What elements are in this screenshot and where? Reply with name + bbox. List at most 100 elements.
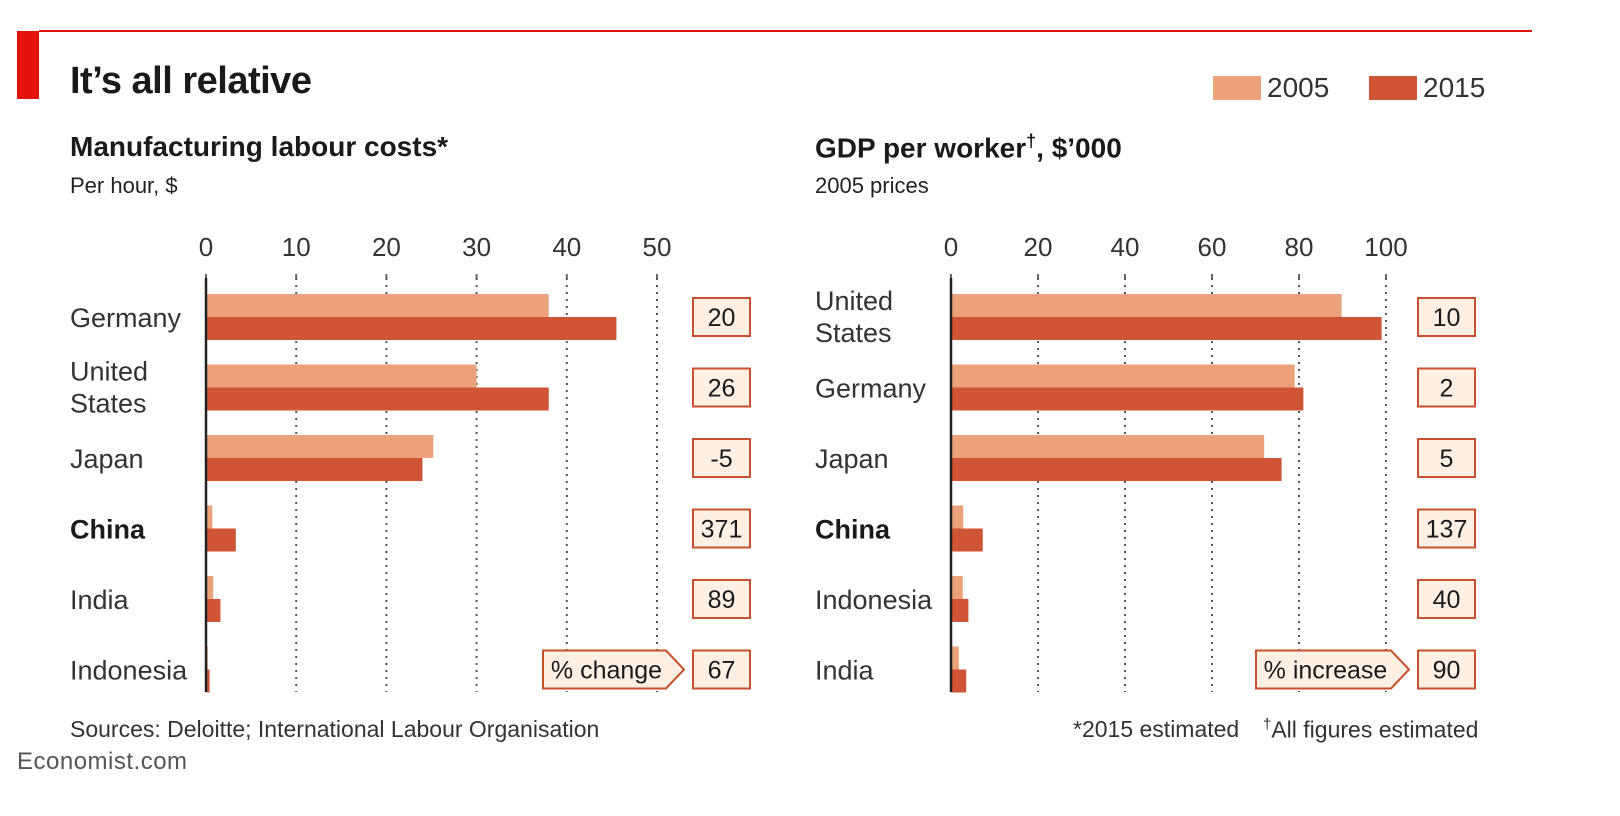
legend-label-2005: 2005: [1267, 72, 1330, 103]
bar-2005: [951, 364, 1295, 388]
x-tick-label: 40: [1111, 232, 1140, 262]
economist-brand: Economist.com: [17, 748, 188, 775]
change-box: [692, 297, 751, 337]
x-tick-label: 80: [1285, 232, 1314, 262]
legend-item-2005: 2005: [1213, 70, 1329, 106]
change-callout-label: % change: [551, 657, 662, 685]
bar-2015: [951, 387, 1304, 411]
bar-2005: [206, 435, 434, 458]
change-box: [692, 367, 751, 408]
change-value: 371: [701, 516, 743, 544]
change-value: 5: [1440, 445, 1454, 473]
category-label: India: [815, 656, 875, 686]
category-label: Germany: [815, 374, 927, 404]
change-value: 20: [708, 304, 736, 332]
change-value: 137: [1426, 516, 1468, 544]
legend-swatch-2015: [1369, 76, 1417, 100]
bar-2015: [951, 528, 983, 552]
change-value: 26: [708, 375, 736, 403]
bar-2005: [206, 505, 213, 529]
change-value: 40: [1433, 586, 1461, 614]
bar-2005: [206, 294, 549, 317]
x-tick-label: 20: [372, 232, 401, 262]
change-box: [1417, 649, 1476, 690]
bar-2005: [206, 364, 477, 388]
bar-2015: [206, 599, 221, 622]
right-panel-title-suffix: , $’000: [1036, 132, 1122, 164]
change-callout: [542, 649, 686, 690]
chart-title: It’s all relative: [70, 60, 312, 102]
x-tick-label: 100: [1364, 232, 1407, 262]
bar-2005: [951, 646, 959, 670]
category-label: India: [70, 585, 130, 615]
category-label: States: [815, 318, 892, 348]
change-box: [692, 579, 751, 619]
sources-note: Sources: Deloitte; International Labour …: [70, 716, 600, 742]
bar-2005: [951, 435, 1265, 458]
change-value: -5: [710, 445, 732, 473]
category-label: Indonesia: [70, 656, 188, 686]
legend-item-2015: 2015: [1369, 70, 1485, 106]
right-panel-title-text: GDP per worker: [815, 132, 1027, 164]
bar-2015: [951, 599, 969, 622]
top-red-rule: [39, 30, 1532, 32]
legend-label-2015: 2015: [1423, 72, 1486, 103]
bar-2015: [951, 317, 1382, 340]
left-panel-title: Manufacturing labour costs*: [70, 131, 449, 162]
category-label: China: [815, 515, 891, 545]
change-value: 67: [708, 657, 736, 685]
bar-2015: [951, 669, 967, 693]
bar-2015: [206, 317, 617, 340]
x-tick-label: 20: [1024, 232, 1053, 262]
bar-2005: [206, 576, 214, 599]
x-tick-label: 30: [462, 232, 491, 262]
x-tick-label: 60: [1198, 232, 1227, 262]
change-box: [1417, 438, 1476, 478]
bar-2015: [206, 528, 236, 552]
category-label: Japan: [70, 444, 144, 474]
change-box: [1417, 579, 1476, 619]
change-value: 89: [708, 586, 736, 614]
bar-2005: [951, 294, 1342, 317]
change-value: 2: [1440, 375, 1454, 403]
change-box: [1417, 508, 1476, 549]
change-value: 10: [1433, 304, 1461, 332]
x-tick-label: 0: [199, 232, 213, 262]
footnote-all-estimated-text: All figures estimated: [1271, 716, 1479, 743]
change-box: [692, 649, 751, 690]
x-tick-label: 40: [552, 232, 581, 262]
bar-2005: [951, 576, 963, 599]
change-box: [692, 438, 751, 478]
change-callout-label: % increase: [1264, 657, 1388, 685]
category-label: Germany: [70, 303, 182, 333]
x-tick-label: 50: [643, 232, 672, 262]
right-panel-subtitle: 2005 prices: [815, 173, 929, 198]
change-value: 90: [1433, 657, 1461, 685]
change-callout: [1255, 649, 1411, 690]
category-label: States: [70, 389, 147, 419]
left-panel-subtitle: Per hour, $: [70, 173, 178, 198]
change-box: [1417, 367, 1476, 408]
category-label: United: [815, 286, 893, 316]
bar-2015: [206, 458, 423, 481]
x-tick-label: 0: [944, 232, 958, 262]
category-label: China: [70, 515, 146, 545]
brand-red-tab: [17, 31, 39, 99]
bar-2005: [951, 505, 964, 529]
change-box: [1417, 297, 1476, 337]
bar-2015: [206, 669, 210, 693]
footnote-dagger: †: [1263, 716, 1272, 733]
x-tick-label: 10: [282, 232, 311, 262]
category-label: Indonesia: [815, 585, 933, 615]
footnote-estimated: *2015 estimated: [1073, 716, 1240, 742]
dagger-mark: †: [1026, 131, 1037, 151]
footnote-all-estimated: †All figures estimated: [1263, 716, 1478, 744]
category-label: Japan: [815, 444, 889, 474]
legend-swatch-2005: [1213, 76, 1261, 100]
bar-2015: [206, 387, 549, 411]
right-panel-title: GDP per worker†, $’000: [815, 131, 1122, 164]
change-box: [692, 508, 751, 549]
category-label: United: [70, 357, 148, 387]
